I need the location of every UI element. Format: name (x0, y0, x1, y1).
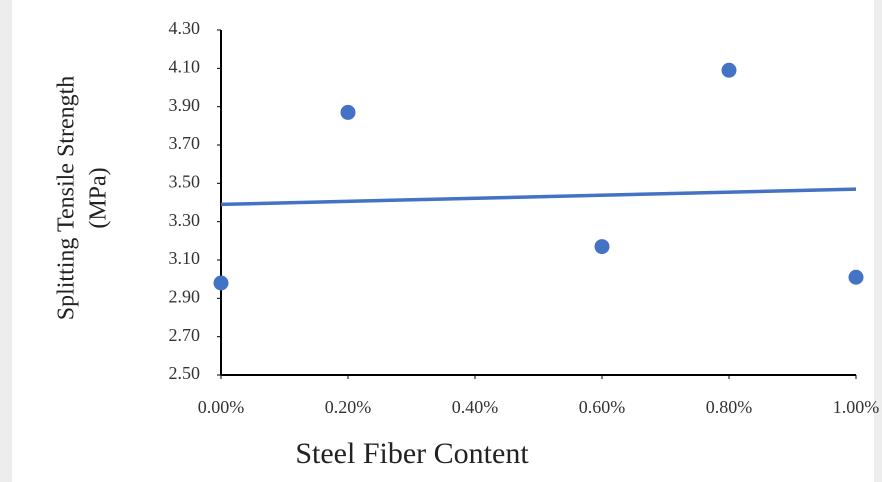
y-axis-title: (MPa) (86, 167, 112, 228)
y-tick-label: 3.30 (169, 210, 201, 230)
y-tick-label: 4.30 (169, 18, 201, 38)
y-tick-label: 3.10 (169, 248, 201, 268)
y-tick-label: 3.90 (169, 95, 201, 115)
y-axis-title: Splitting Tensile Strength (54, 76, 80, 321)
point (213, 275, 229, 291)
x-tick-label: 0.80% (706, 397, 753, 417)
y-tick-label: 2.90 (169, 286, 201, 306)
x-tick-label: 0.60% (579, 397, 626, 417)
point (340, 104, 356, 120)
x-tick-label: 0.00% (198, 397, 245, 417)
point (594, 239, 610, 255)
y-tick-label: 4.10 (169, 56, 201, 76)
y-tick-label: 3.70 (169, 133, 201, 153)
x-tick-label: 0.20% (325, 397, 372, 417)
point (721, 62, 737, 78)
x-tick-label: 0.40% (452, 397, 499, 417)
x-tick-label: 1.00% (833, 397, 880, 417)
y-tick-label: 2.70 (169, 325, 201, 345)
trendline (220, 187, 857, 207)
y-tick-label: 3.50 (169, 171, 201, 191)
x-axis-title: Steel Fiber Content (295, 437, 529, 470)
point (848, 269, 864, 285)
chart-background (12, 0, 874, 482)
y-tick-label: 2.50 (169, 363, 201, 383)
